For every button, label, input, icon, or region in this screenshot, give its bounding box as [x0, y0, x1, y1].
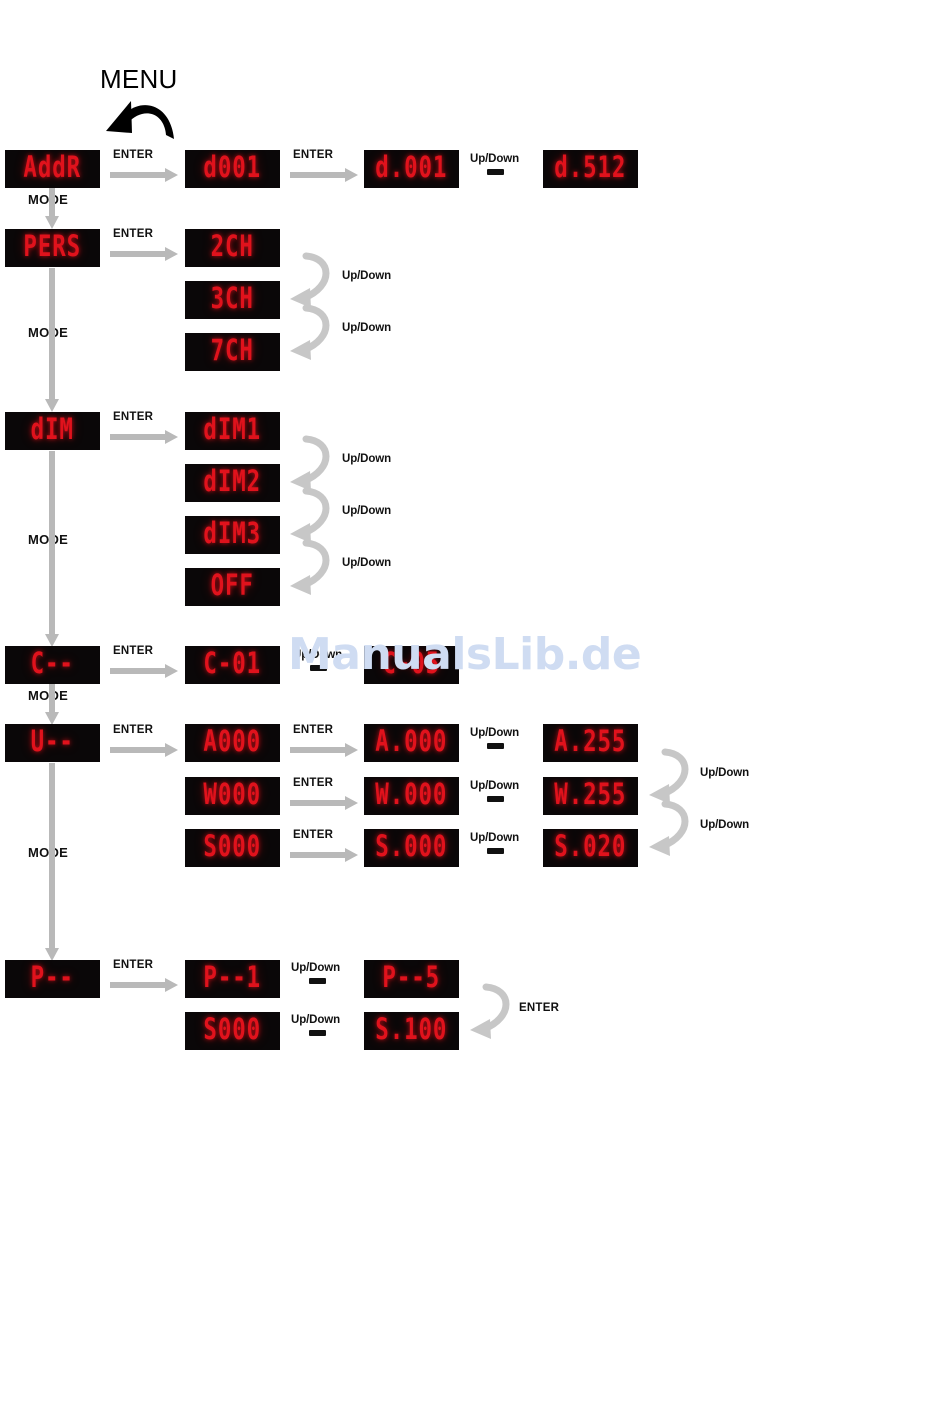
- display-pers-option-1: 3CH: [185, 281, 280, 319]
- arrow-mode-user: [45, 763, 59, 961]
- label-enter-user-2-2: ENTER: [293, 829, 334, 841]
- display-dim-option-1: dIM2: [185, 464, 280, 502]
- display-colour-root: C--: [5, 646, 100, 684]
- display-pers-option-2: 7CH: [185, 333, 280, 371]
- arrow-mode-colour: [45, 684, 59, 725]
- menu-curved-arrow-icon: [98, 95, 190, 145]
- display-user-0-v3: A.255: [543, 724, 638, 762]
- label-mode-addr: MODE: [28, 192, 68, 207]
- display-user-2-v3: S.020: [543, 829, 638, 867]
- label-mode-user: MODE: [28, 845, 68, 860]
- display-user-2-v2: S.000: [364, 829, 459, 867]
- display-dim-option-0: dIM1: [185, 412, 280, 450]
- display-program-row1-v2: P--5: [364, 960, 459, 998]
- display-colour-step1: C-01: [185, 646, 280, 684]
- display-dim-option-2: dIM3: [185, 516, 280, 554]
- label-enter-colour: ENTER: [113, 645, 154, 657]
- label-updown-addr: Up/Down: [470, 153, 520, 165]
- display-program-row2-v2: S.100: [364, 1012, 459, 1050]
- updown-bar-addr: [487, 169, 504, 175]
- curved-arrow-pers-1: [286, 252, 340, 308]
- updown-bar-user-0: [487, 743, 504, 749]
- label-updown-user-0: Up/Down: [470, 727, 520, 739]
- label-enter-dim: ENTER: [113, 411, 154, 423]
- arrow-mode-pers: [45, 268, 59, 412]
- label-mode-dim: MODE: [28, 532, 68, 547]
- updown-bar-program-2: [309, 1030, 326, 1036]
- label-updown-pers-1: Up/Down: [342, 270, 392, 282]
- display-dim-root: dIM: [5, 412, 100, 450]
- label-mode-pers: MODE: [28, 325, 68, 340]
- arrow-mode-dim: [45, 451, 59, 647]
- label-enter-pers: ENTER: [113, 228, 154, 240]
- arrow-enter-dim: [110, 430, 178, 444]
- label-mode-colour: MODE: [28, 688, 68, 703]
- updown-bar-colour: [310, 665, 327, 671]
- display-addr-step3: d.512: [543, 150, 638, 188]
- label-enter-user-0-2: ENTER: [293, 724, 334, 736]
- label-updown-dim-2: Up/Down: [342, 505, 392, 517]
- display-colour-step2: C-05: [364, 646, 459, 684]
- display-addr-step2: d.001: [364, 150, 459, 188]
- label-enter-addr-2: ENTER: [293, 149, 334, 161]
- curved-arrow-dim-2: [286, 487, 340, 543]
- display-user-0-v2: A.000: [364, 724, 459, 762]
- display-pers-option-0: 2CH: [185, 229, 280, 267]
- display-user-1-v1: W000: [185, 777, 280, 815]
- label-updown-pers-2: Up/Down: [342, 322, 392, 334]
- display-dim-option-3: OFF: [185, 568, 280, 606]
- label-updown-user-loop-2: Up/Down: [700, 819, 750, 831]
- arrow-enter-user-0-2: [290, 743, 358, 757]
- label-enter-program: ENTER: [113, 959, 154, 971]
- display-program-root: P--: [5, 960, 100, 998]
- arrow-enter-user-2-2: [290, 848, 358, 862]
- arrow-enter-addr-2: [290, 168, 358, 182]
- curved-arrow-program-enter: [466, 983, 520, 1039]
- display-user-1-v2: W.000: [364, 777, 459, 815]
- label-enter-program-loop: ENTER: [519, 1002, 560, 1014]
- curved-arrow-dim-1: [286, 435, 340, 491]
- display-user-2-v1: S000: [185, 829, 280, 867]
- display-user-root: U--: [5, 724, 100, 762]
- arrow-enter-colour: [110, 664, 178, 678]
- label-updown-user-2: Up/Down: [470, 832, 520, 844]
- label-enter-addr-1: ENTER: [113, 149, 154, 161]
- arrow-enter-pers: [110, 247, 178, 261]
- arrow-mode-addr: [45, 188, 59, 229]
- display-program-row2-v1: S000: [185, 1012, 280, 1050]
- updown-bar-user-1: [487, 796, 504, 802]
- curved-arrow-user-1: [645, 748, 699, 804]
- label-enter-user-1-2: ENTER: [293, 777, 334, 789]
- display-user-1-v3: W.255: [543, 777, 638, 815]
- curved-arrow-pers-2: [286, 304, 340, 360]
- display-program-row1-v1: P--1: [185, 960, 280, 998]
- arrow-enter-program: [110, 978, 178, 992]
- label-updown-user-1: Up/Down: [470, 780, 520, 792]
- label-updown-program-1: Up/Down: [291, 962, 341, 974]
- arrow-enter-user-1-2: [290, 796, 358, 810]
- label-updown-program-2: Up/Down: [291, 1014, 341, 1026]
- curved-arrow-dim-3: [286, 539, 340, 595]
- updown-bar-program-1: [309, 978, 326, 984]
- label-enter-user-0-1: ENTER: [113, 724, 154, 736]
- label-updown-colour: Up/Down: [293, 649, 343, 661]
- display-addr-step1: d001: [185, 150, 280, 188]
- updown-bar-user-2: [487, 848, 504, 854]
- menu-title: MENU: [100, 64, 178, 94]
- curved-arrow-user-2: [645, 800, 699, 856]
- label-updown-dim-3: Up/Down: [342, 557, 392, 569]
- label-updown-dim-1: Up/Down: [342, 453, 392, 465]
- arrow-enter-addr-1: [110, 168, 178, 182]
- label-updown-user-loop-1: Up/Down: [700, 767, 750, 779]
- display-addr-root: AddR: [5, 150, 100, 188]
- display-pers-root: PERS: [5, 229, 100, 267]
- display-user-0-v1: A000: [185, 724, 280, 762]
- arrow-enter-user-0-1: [110, 743, 178, 757]
